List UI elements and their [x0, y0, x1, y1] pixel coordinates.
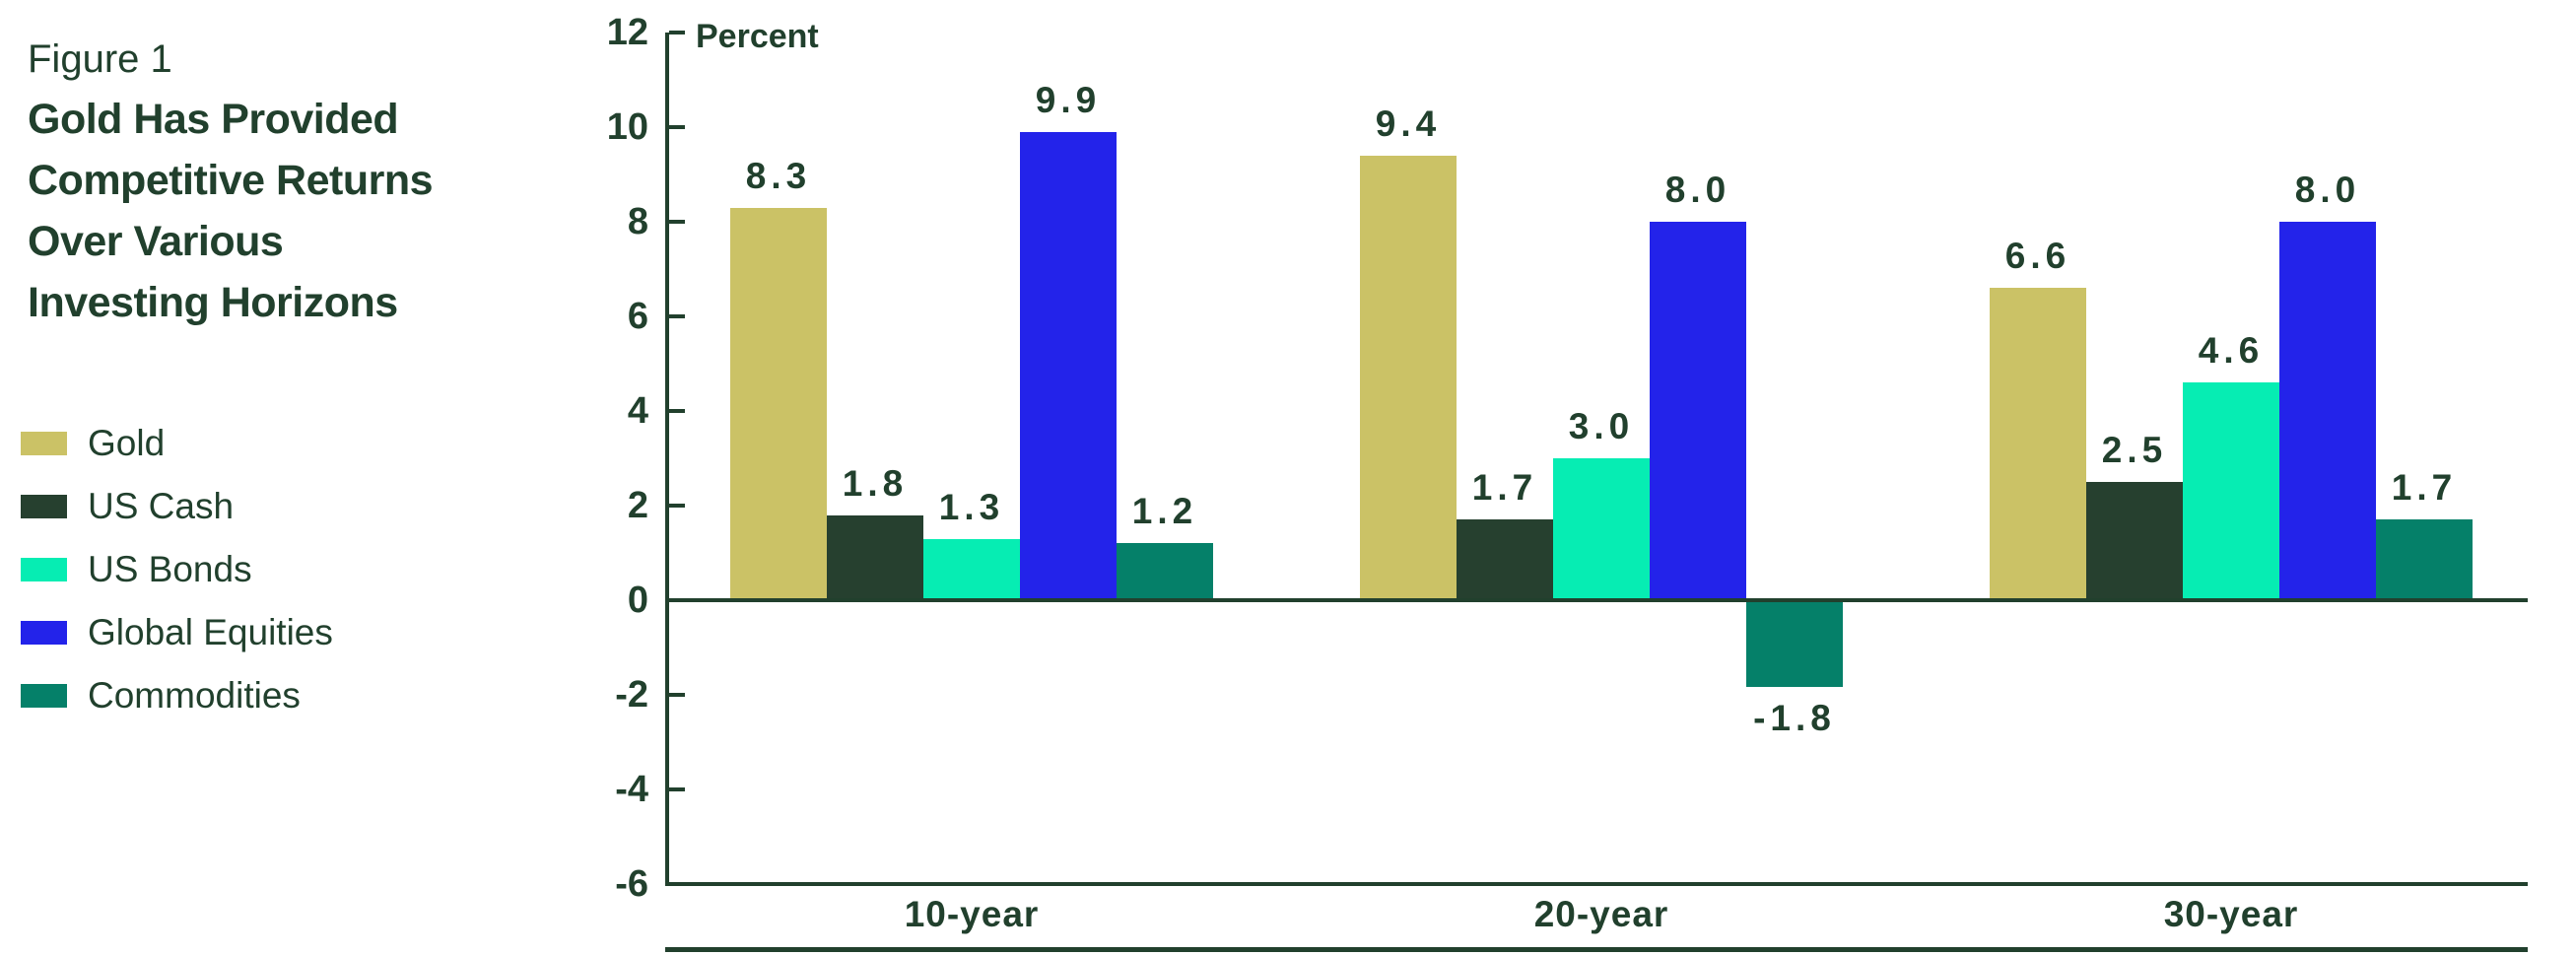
- bar: [1553, 458, 1650, 600]
- bar: [1360, 156, 1457, 600]
- y-tick: [669, 314, 685, 318]
- bar-value-label: -1.8: [1753, 698, 1836, 738]
- bar-value-label: 9.4: [1375, 103, 1442, 144]
- legend-label: US Bonds: [88, 549, 252, 589]
- y-tick-label: -6: [615, 863, 648, 905]
- bar-value-label: 8.0: [2294, 170, 2361, 210]
- y-tick-label: -4: [615, 769, 648, 810]
- y-tick-label: 8: [627, 201, 648, 242]
- legend-label: US Cash: [88, 486, 235, 526]
- legend-item: Global Equities: [21, 601, 333, 664]
- figure-title-line: Gold Has Provided: [28, 96, 399, 143]
- figure-title-line: Investing Horizons: [28, 279, 398, 326]
- bar-value-label: 8.3: [745, 156, 812, 196]
- bar: [1020, 132, 1117, 600]
- bar-value-label: 8.0: [1664, 170, 1731, 210]
- bar-value-label: 1.8: [842, 463, 909, 504]
- category-label: 10-year: [904, 894, 1040, 934]
- bar: [827, 515, 923, 600]
- y-tick-label: -2: [615, 674, 648, 716]
- bar-value-label: 1.2: [1131, 491, 1198, 531]
- bar-value-label: 1.7: [2391, 467, 2458, 508]
- legend-swatch-icon: [21, 558, 67, 581]
- legend-label: Commodities: [88, 675, 301, 716]
- legend-swatch-icon: [21, 621, 67, 645]
- figure-title-line: Over Various: [28, 218, 284, 265]
- figure-title: Gold Has Provided Competitive Returns Over…: [28, 89, 434, 333]
- bar: [730, 208, 827, 600]
- y-tick-label: 0: [627, 580, 648, 621]
- category-label: 30-year: [2163, 894, 2299, 934]
- bar-value-label: 9.9: [1035, 80, 1102, 120]
- y-tick: [669, 31, 685, 34]
- y-tick: [669, 787, 685, 791]
- figure-title-line: Competitive Returns: [28, 157, 434, 204]
- y-axis-line: [665, 33, 669, 884]
- bar-value-label: 1.3: [938, 487, 1005, 527]
- legend-label: Gold: [88, 423, 166, 463]
- bar-value-label: 4.6: [2198, 330, 2265, 371]
- x-baseline: [665, 882, 2528, 886]
- bar: [1117, 543, 1213, 600]
- bar: [1650, 222, 1746, 600]
- bar: [2183, 382, 2279, 600]
- bar: [2376, 519, 2473, 600]
- legend-swatch-icon: [21, 684, 67, 708]
- y-axis-unit-label: Percent: [696, 18, 819, 55]
- bar: [1746, 602, 1843, 687]
- y-tick-label: 6: [627, 296, 648, 337]
- y-tick-label: 10: [606, 106, 648, 148]
- y-tick: [669, 693, 685, 697]
- y-tick-label: 2: [627, 485, 648, 526]
- category-label: 20-year: [1533, 894, 1669, 934]
- bar-value-label: 6.6: [2004, 236, 2071, 276]
- bar: [2279, 222, 2376, 600]
- legend-swatch-icon: [21, 495, 67, 518]
- y-tick-label: 4: [627, 390, 648, 432]
- bar: [923, 539, 1020, 600]
- y-tick-label: 12: [606, 12, 648, 53]
- legend-item: Commodities: [21, 664, 333, 727]
- bar: [1990, 288, 2086, 600]
- figure-label: Figure 1: [28, 37, 172, 81]
- bar-value-label: 1.7: [1471, 467, 1538, 508]
- bar-value-label: 2.5: [2101, 430, 2168, 470]
- y-tick: [669, 220, 685, 224]
- legend-item: US Cash: [21, 475, 333, 538]
- bottom-rule: [665, 947, 2528, 952]
- y-tick: [669, 504, 685, 508]
- legend: Gold US Cash US Bonds Global Equities Commod…: [21, 412, 333, 727]
- bar: [2086, 482, 2183, 600]
- legend-label: Global Equities: [88, 612, 333, 652]
- legend-swatch-icon: [21, 432, 67, 455]
- y-tick: [669, 125, 685, 129]
- bar: [1457, 519, 1553, 600]
- legend-item: Gold: [21, 412, 333, 475]
- bar-value-label: 3.0: [1568, 406, 1635, 446]
- legend-item: US Bonds: [21, 538, 333, 601]
- y-tick: [669, 409, 685, 413]
- zero-line: [665, 598, 2528, 602]
